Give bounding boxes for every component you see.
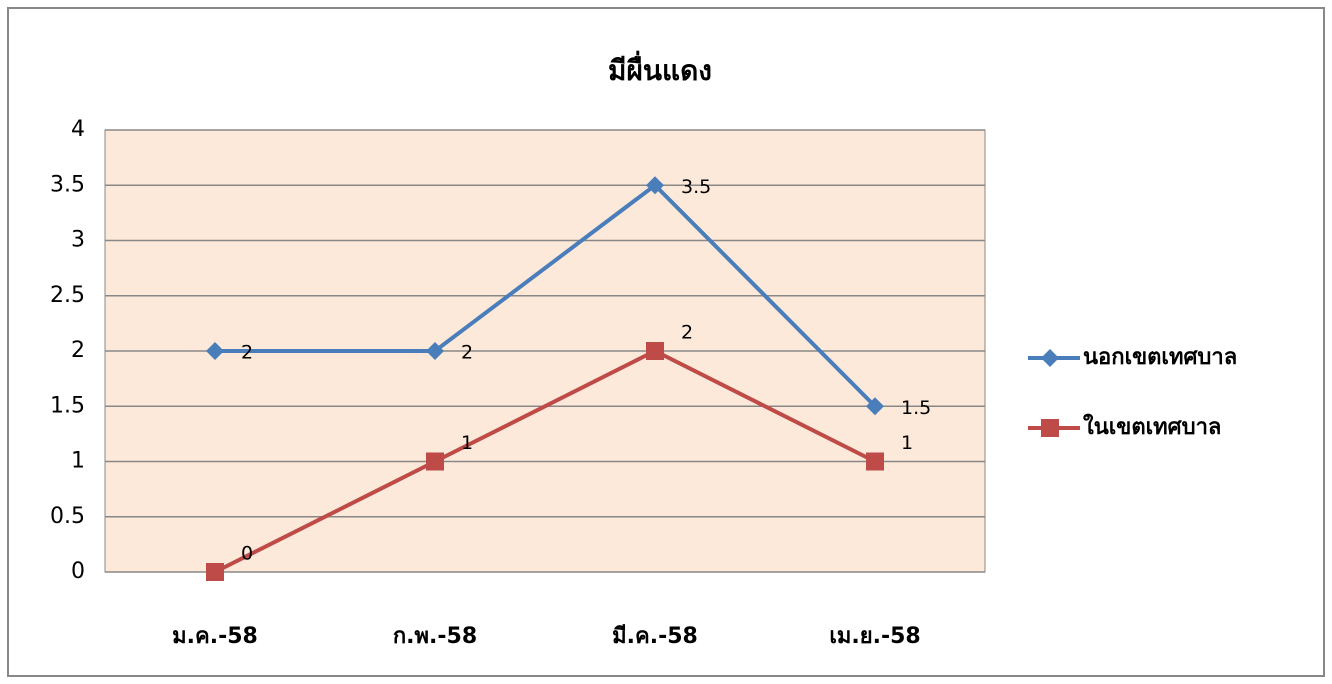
y-tick-label: 1 bbox=[71, 449, 85, 474]
y-tick-label: 1.5 bbox=[50, 393, 85, 418]
chart-title: มีผื่นแดง bbox=[608, 50, 712, 87]
y-tick-label: 2.5 bbox=[50, 283, 85, 308]
series-line bbox=[214, 348, 876, 574]
data-label: 0 bbox=[241, 543, 253, 565]
point bbox=[866, 397, 884, 416]
y-tick-label: 4 bbox=[71, 117, 85, 142]
data-label: 3.5 bbox=[681, 176, 711, 198]
x-tick-label: เม.ย.-58 bbox=[829, 624, 920, 649]
data-label: 2 bbox=[681, 322, 693, 344]
data-label: 2 bbox=[461, 342, 473, 364]
y-tick-label: 3.5 bbox=[50, 172, 85, 197]
data-label: 1 bbox=[461, 432, 473, 454]
x-tick-label: มี.ค.-58 bbox=[612, 624, 698, 649]
legend-label: ในเขตเทศบาล bbox=[1083, 413, 1221, 440]
point bbox=[426, 342, 444, 360]
data-label: 2 bbox=[241, 342, 253, 364]
point bbox=[646, 176, 664, 195]
point bbox=[1041, 349, 1059, 367]
x-tick-label: ม.ค.-58 bbox=[172, 624, 258, 649]
x-tick-label: ก.พ.-58 bbox=[393, 624, 477, 649]
data-label: 1 bbox=[901, 432, 913, 454]
point bbox=[206, 342, 224, 360]
point bbox=[1041, 419, 1059, 437]
series-line bbox=[215, 182, 877, 408]
point bbox=[866, 452, 884, 471]
data-label: 1.5 bbox=[901, 397, 931, 419]
point bbox=[426, 452, 444, 471]
legend-label: นอกเขตเทศบาล bbox=[1083, 345, 1237, 370]
point bbox=[646, 342, 664, 360]
y-tick-label: 2 bbox=[71, 338, 85, 363]
y-tick-label: 0.5 bbox=[50, 504, 85, 529]
y-tick-label: 3 bbox=[71, 228, 85, 253]
point bbox=[206, 563, 224, 581]
y-tick-label: 0 bbox=[71, 559, 85, 584]
